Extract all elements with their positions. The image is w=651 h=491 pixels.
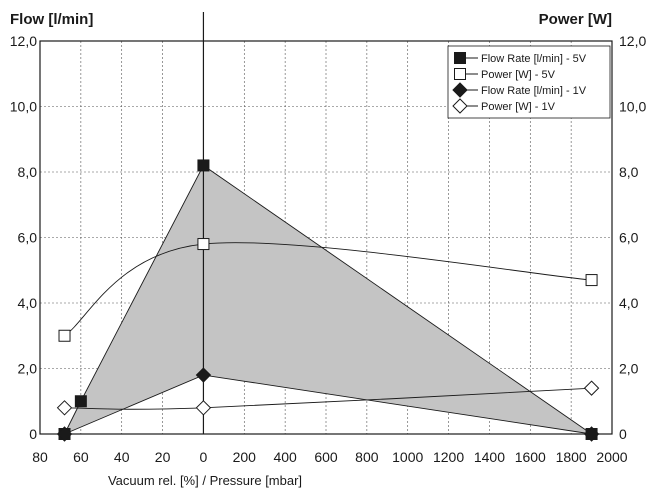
y-tick-label-left: 10,0 [10, 99, 37, 115]
y-tick-label-left: 12,0 [10, 33, 37, 49]
x-tick-label: 20 [155, 449, 171, 465]
legend: Flow Rate [l/min] - 5V Power [W] - 5V Flow… [447, 45, 611, 119]
y-tick-label-left: 8,0 [18, 164, 38, 180]
x-tick-label: 60 [73, 449, 89, 465]
y-tick-label-right: 6,0 [619, 230, 639, 246]
power-curves [64, 242, 592, 410]
x-tick-label: 40 [114, 449, 130, 465]
data-point-marker [454, 68, 466, 80]
data-point-marker [583, 426, 600, 442]
data-point-marker [74, 395, 87, 408]
x-axis-title: Vacuum rel. [%] / Pressure [mbar] [108, 473, 302, 488]
y-tick-label-left: 4,0 [18, 295, 38, 311]
x-tick-label: 600 [314, 449, 338, 465]
y-tick-label-right: 10,0 [619, 99, 646, 115]
data-point-marker [454, 52, 466, 64]
x-tick-label: 1600 [515, 449, 546, 465]
y-left-axis-title: Flow [l/min] [10, 11, 93, 28]
data-point-marker [583, 380, 600, 396]
y-tick-label-right: 0 [619, 426, 627, 442]
series-curve [64, 242, 592, 337]
shaded-region [63, 164, 592, 435]
legend-entry-label: Power [W] - 5V [481, 69, 556, 81]
data-point-marker [56, 400, 73, 416]
data-point-marker [452, 82, 468, 98]
x-tick-label: 800 [355, 449, 379, 465]
x-tick-labels: 80 60 40 20 0 200 400 600 800 1000 1200 1400 1600 180… [32, 449, 628, 465]
data-point-marker [452, 98, 468, 114]
y-tick-label-right: 8,0 [619, 164, 639, 180]
y-right-axis-title: Power [W] [539, 11, 612, 28]
x-tick-label: 80 [32, 449, 48, 465]
x-tick-label: 1800 [556, 449, 587, 465]
y-tick-labels: 0 0 2,0 2,0 4,0 4,0 6,0 6,0 8,0 8,0 10,0 10,0 12,0 12… [10, 33, 647, 442]
y-tick-label-right: 2,0 [619, 361, 639, 377]
plot-frame [39, 12, 613, 435]
y-tick-label-left: 2,0 [18, 361, 38, 377]
legend-entry-label: Flow Rate [l/min] - 5V [481, 53, 587, 65]
data-point-marker [58, 329, 71, 342]
data-markers [56, 159, 600, 442]
legend-entry-label: Flow Rate [l/min] - 1V [481, 85, 587, 97]
data-point-marker [195, 367, 212, 383]
x-tick-label: 200 [233, 449, 257, 465]
data-point-marker [585, 274, 598, 287]
x-tick-label: 1200 [433, 449, 464, 465]
data-point-marker [195, 400, 212, 416]
x-tick-label: 0 [200, 449, 208, 465]
data-point-marker [197, 159, 210, 172]
y-tick-label-right: 4,0 [619, 295, 639, 311]
y-tick-label-left: 6,0 [18, 230, 38, 246]
x-tick-label: 1000 [392, 449, 423, 465]
x-tick-label: 2000 [596, 449, 627, 465]
y-tick-label-left: 0 [29, 426, 37, 442]
series-curve [64, 387, 592, 410]
plot-border [39, 40, 613, 435]
data-point-marker [56, 426, 73, 442]
x-tick-label: 400 [273, 449, 297, 465]
legend-entry-label: Power [W] - 1V [481, 101, 556, 113]
data-point-marker [197, 238, 210, 251]
shaded-flow-region [63, 164, 592, 435]
x-tick-label: 1400 [474, 449, 505, 465]
y-tick-label-right: 12,0 [619, 33, 646, 49]
